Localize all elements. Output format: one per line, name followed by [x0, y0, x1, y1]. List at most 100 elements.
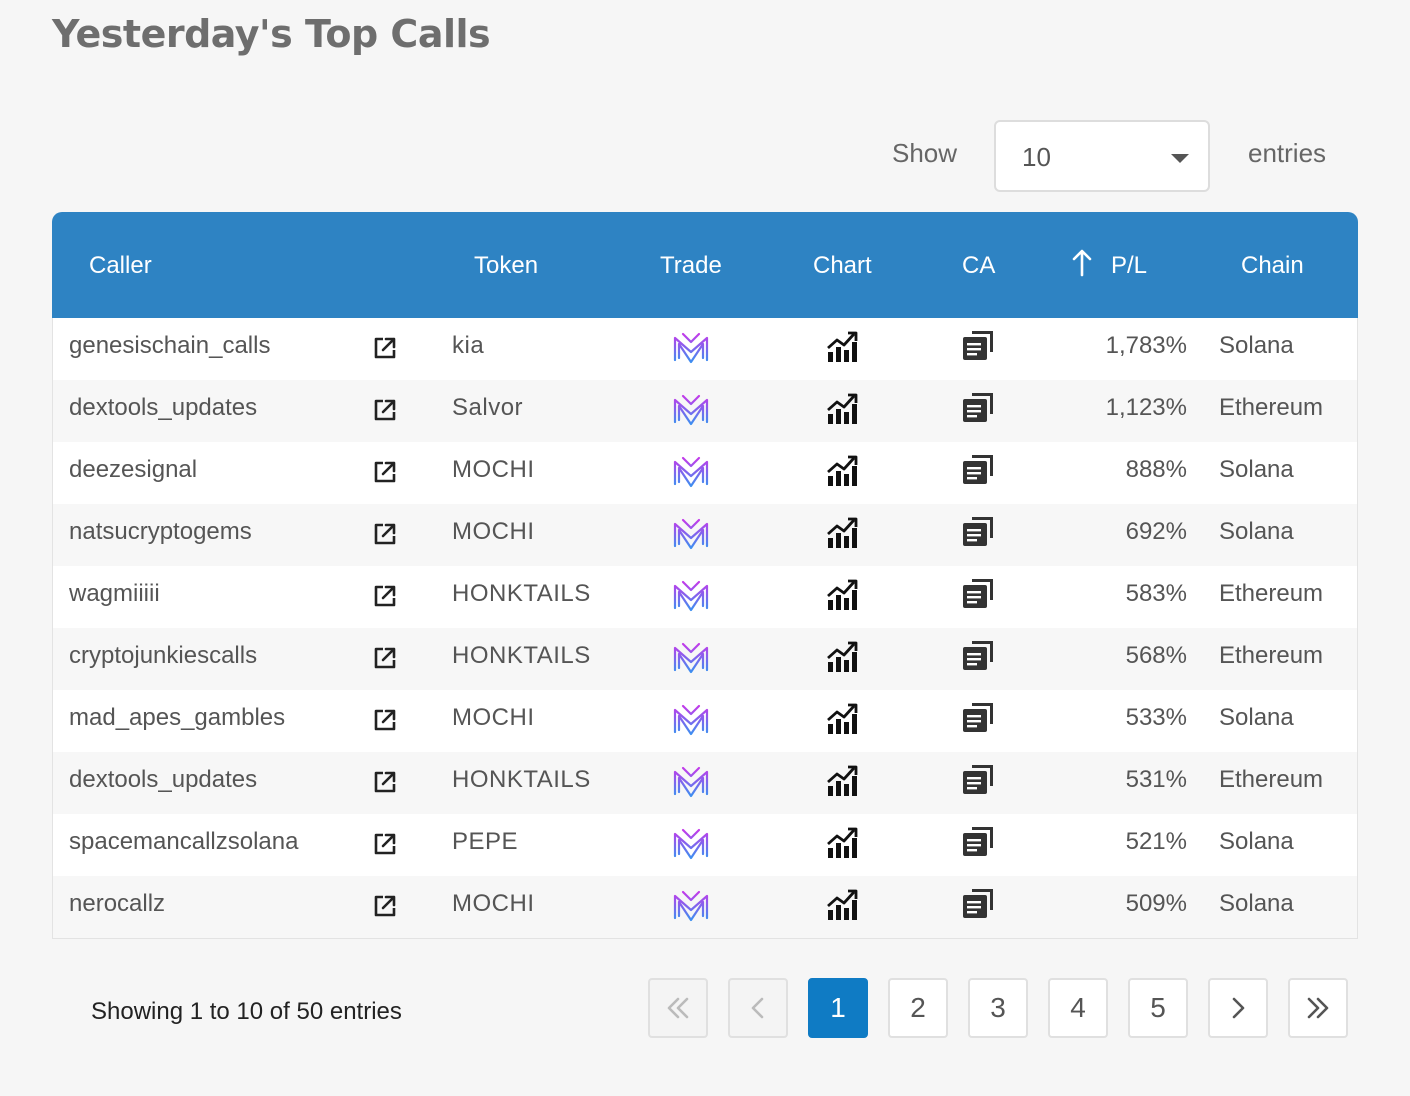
header-trade[interactable]: Trade	[660, 252, 722, 279]
chart-icon[interactable]	[825, 516, 859, 550]
caller-name: cryptojunkiescalls	[69, 642, 258, 669]
copy-icon[interactable]	[961, 390, 995, 424]
entries-per-page-select[interactable]: 10	[994, 120, 1210, 192]
profit-loss: 531%	[1125, 766, 1187, 793]
double-chevron-right-icon	[1307, 997, 1329, 1019]
chart-icon[interactable]	[825, 454, 859, 488]
page-2-button[interactable]: 2	[888, 978, 948, 1038]
sort-arrow-up-icon[interactable]	[1070, 248, 1094, 278]
trade-logo-icon[interactable]	[671, 330, 711, 366]
header-pl[interactable]: P/L	[1111, 252, 1148, 279]
token-symbol: MOCHI	[452, 890, 535, 917]
external-link-icon[interactable]	[371, 458, 399, 486]
header-chain[interactable]: Chain	[1241, 252, 1304, 279]
token-symbol: MOCHI	[452, 704, 535, 731]
caller-name: nerocallz	[69, 890, 166, 917]
next-page-button[interactable]	[1208, 978, 1268, 1038]
chart-icon[interactable]	[825, 640, 859, 674]
external-link-icon[interactable]	[371, 396, 399, 424]
caller-name: deezesignal	[69, 456, 198, 483]
token-symbol: MOCHI	[452, 456, 535, 483]
table-body: genesischain_calls kia 1,783% Solana dextool…	[52, 318, 1358, 939]
trade-logo-icon[interactable]	[671, 516, 711, 552]
chart-icon[interactable]	[825, 826, 859, 860]
header-token[interactable]: Token	[474, 252, 539, 279]
external-link-icon[interactable]	[371, 830, 399, 858]
chart-icon[interactable]	[825, 702, 859, 736]
chain-name: Solana	[1219, 890, 1294, 917]
trade-logo-icon[interactable]	[671, 578, 711, 614]
caller-name: genesischain_calls	[69, 332, 271, 359]
profit-loss: 1,123%	[1105, 394, 1187, 421]
token-symbol: HONKTAILS	[452, 766, 591, 793]
chart-icon[interactable]	[825, 888, 859, 922]
copy-icon[interactable]	[961, 762, 995, 796]
top-calls-table: Caller Token Trade Chart CA P/L Chain ge…	[52, 212, 1358, 939]
page-4-button[interactable]: 4	[1048, 978, 1108, 1038]
token-symbol: HONKTAILS	[452, 642, 591, 669]
table-row: dextools_updates HONKTAILS 531% Ethereum	[53, 752, 1357, 814]
copy-icon[interactable]	[961, 700, 995, 734]
table-info: Showing 1 to 10 of 50 entries	[91, 998, 402, 1025]
chart-icon[interactable]	[825, 392, 859, 426]
trade-logo-icon[interactable]	[671, 826, 711, 862]
first-page-button[interactable]	[648, 978, 708, 1038]
page-5-button[interactable]: 5	[1128, 978, 1188, 1038]
copy-icon[interactable]	[961, 638, 995, 672]
chart-icon[interactable]	[825, 330, 859, 364]
table-row: wagmiiiii HONKTAILS 583% Ethereum	[53, 566, 1357, 628]
copy-icon[interactable]	[961, 328, 995, 362]
chain-name: Ethereum	[1219, 580, 1324, 607]
copy-icon[interactable]	[961, 886, 995, 920]
chart-icon[interactable]	[825, 764, 859, 798]
length-show-label: Show	[892, 138, 958, 168]
profit-loss: 692%	[1125, 518, 1187, 545]
profit-loss: 888%	[1125, 456, 1187, 483]
trade-logo-icon[interactable]	[671, 454, 711, 490]
double-chevron-left-icon	[667, 997, 689, 1019]
header-ca[interactable]: CA	[962, 252, 996, 279]
copy-icon[interactable]	[961, 452, 995, 486]
trade-logo-icon[interactable]	[671, 888, 711, 924]
table-header: Caller Token Trade Chart CA P/L Chain	[52, 212, 1358, 318]
page-1-button[interactable]: 1	[808, 978, 868, 1038]
trade-logo-icon[interactable]	[671, 764, 711, 800]
copy-icon[interactable]	[961, 514, 995, 548]
last-page-button[interactable]	[1288, 978, 1348, 1038]
caller-name: spacemancallzsolana	[69, 828, 299, 855]
page-title: Yesterday's Top Calls	[52, 12, 491, 56]
table-row: genesischain_calls kia 1,783% Solana	[53, 318, 1357, 380]
external-link-icon[interactable]	[371, 644, 399, 672]
profit-loss: 568%	[1125, 642, 1187, 669]
external-link-icon[interactable]	[371, 334, 399, 362]
chain-name: Ethereum	[1219, 766, 1324, 793]
external-link-icon[interactable]	[371, 768, 399, 796]
copy-icon[interactable]	[961, 576, 995, 610]
table-row: spacemancallzsolana PEPE 521% Solana	[53, 814, 1357, 876]
external-link-icon[interactable]	[371, 582, 399, 610]
previous-page-button[interactable]	[728, 978, 788, 1038]
external-link-icon[interactable]	[371, 706, 399, 734]
chevron-down-icon	[1171, 154, 1189, 163]
trade-logo-icon[interactable]	[671, 702, 711, 738]
table-row: dextools_updates Salvor 1,123% Ethereum	[53, 380, 1357, 442]
chain-name: Solana	[1219, 704, 1294, 731]
page-3-button[interactable]: 3	[968, 978, 1028, 1038]
chain-name: Solana	[1219, 828, 1294, 855]
copy-icon[interactable]	[961, 824, 995, 858]
token-symbol: Salvor	[452, 394, 524, 421]
chevron-left-icon	[751, 997, 764, 1019]
trade-logo-icon[interactable]	[671, 640, 711, 676]
trade-logo-icon[interactable]	[671, 392, 711, 428]
chain-name: Ethereum	[1219, 642, 1324, 669]
external-link-icon[interactable]	[371, 892, 399, 920]
caller-name: wagmiiiii	[69, 580, 160, 607]
header-chart[interactable]: Chart	[813, 252, 872, 279]
external-link-icon[interactable]	[371, 520, 399, 548]
token-symbol: MOCHI	[452, 518, 535, 545]
chevron-right-icon	[1232, 997, 1245, 1019]
table-row: deezesignal MOCHI 888% Solana	[53, 442, 1357, 504]
table-row: nerocallz MOCHI 509% Solana	[53, 876, 1357, 938]
header-caller[interactable]: Caller	[89, 252, 152, 279]
chart-icon[interactable]	[825, 578, 859, 612]
